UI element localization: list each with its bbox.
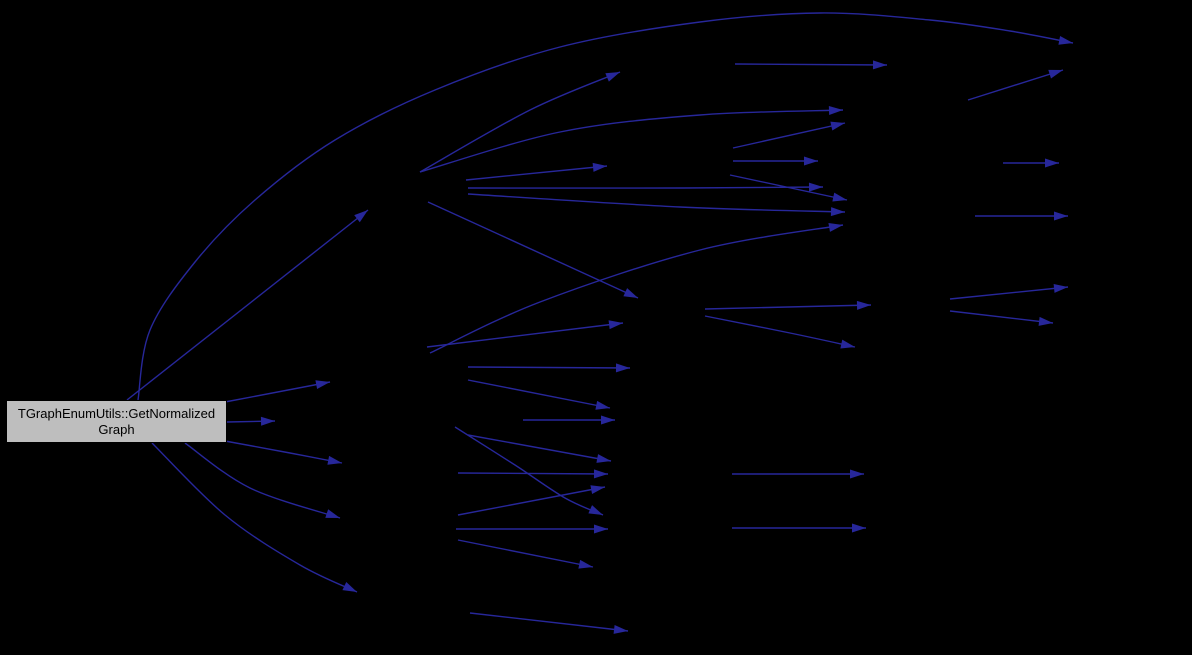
call-edge [467,434,612,462]
call-edge [704,315,856,348]
call-edge [467,366,631,369]
call-edge [967,69,1064,101]
call-edge-arrowhead [260,416,275,426]
call-edge [419,109,844,173]
call-edge-arrowhead [1038,316,1053,326]
call-edge [732,122,846,149]
call-edge [224,440,343,464]
call-edge [151,442,358,593]
call-edge-arrowhead [828,222,843,232]
call-edge-arrowhead [590,485,605,495]
call-edge-arrowhead [601,415,615,425]
call-edge-arrowhead [830,121,845,131]
call-edge [467,193,846,213]
graph-node-label-line2: Graph [98,421,135,437]
call-edge [426,322,624,348]
call-edge-arrowhead [595,400,610,410]
call-edge [137,12,1074,401]
call-edge [734,63,888,66]
call-edge-arrowhead [593,469,608,479]
call-edge [704,304,872,310]
call-edge-arrowhead [615,363,630,373]
call-edge [949,286,1069,300]
call-edge-arrowhead [325,509,340,518]
call-edge [184,442,341,519]
call-edge-arrowhead [850,469,864,479]
call-edge [949,310,1054,324]
call-edge [465,165,608,181]
call-edge [729,174,848,201]
call-edge-arrowhead [1054,211,1068,221]
call-edge-arrowhead [613,624,628,634]
graph-node-tgraphenumutils-getnormalizedgraph: TGraphEnumUtils::GetNormalized Graph [6,400,227,443]
call-edge [126,209,369,401]
call-edge-arrowhead [592,162,607,172]
call-edge [429,224,844,354]
call-edge-arrowhead [327,455,342,465]
call-edge-arrowhead [808,182,823,192]
call-edge-arrowhead [852,523,866,533]
call-edge [467,186,824,189]
call-edge-arrowhead [804,156,818,166]
call-edge-arrowhead [832,192,847,202]
call-edge-arrowhead [828,105,843,115]
call-edge-arrowhead [1048,69,1063,79]
call-edge-arrowhead [1053,283,1068,293]
call-edge [467,379,611,409]
call-edge [419,71,621,173]
graph-node-label-line1: TGraphEnumUtils::GetNormalized [17,405,216,421]
call-edge-arrowhead [354,210,368,223]
call-edge-arrowhead [856,300,871,310]
call-edge-arrowhead [588,505,603,515]
call-edge-arrowhead [596,454,611,463]
call-edge-arrowhead [1058,35,1073,45]
edge-group [126,12,1074,634]
call-edge [469,612,629,632]
call-edge [454,426,604,516]
call-edge-arrowhead [315,380,330,390]
call-edge-arrowhead [578,559,593,569]
call-edge-arrowhead [1045,158,1059,168]
call-edge-arrowhead [342,581,357,592]
call-edge [457,486,606,516]
call-edge [457,539,594,568]
call-edge-arrowhead [872,60,887,70]
call-edge [457,472,609,475]
call-edge [427,201,639,299]
call-edge-arrowhead [623,288,638,298]
call-edge-arrowhead [830,207,845,217]
call-edge-arrowhead [594,524,608,534]
call-edge-arrowhead [608,320,623,330]
call-edge-arrowhead [840,339,855,349]
call-edge [224,381,331,403]
call-edge-arrowhead [605,72,620,82]
